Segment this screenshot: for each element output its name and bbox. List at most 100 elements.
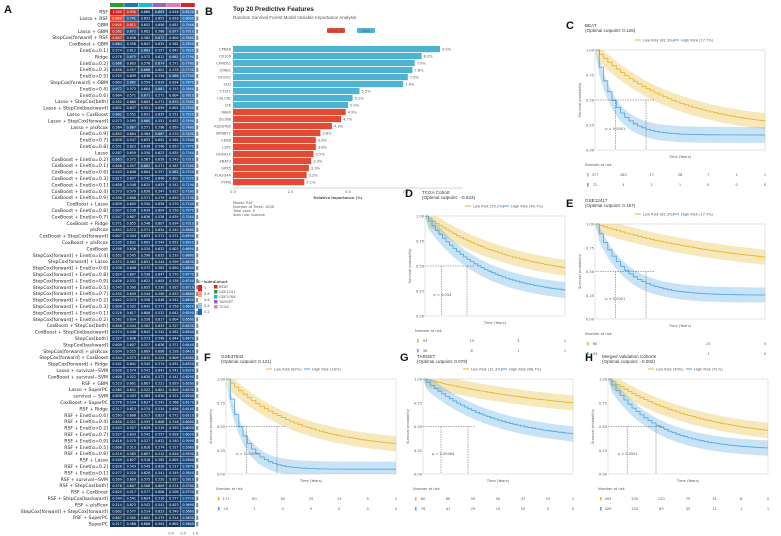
heatmap-value: 0.647	[155, 273, 164, 277]
heatmap-value: 0.7880	[182, 36, 194, 40]
heatmap-cell	[110, 233, 124, 239]
heatmap-cell	[124, 117, 138, 124]
heatmap-cell	[110, 220, 124, 227]
heatmap-cell	[166, 367, 181, 374]
heatmap-cell	[124, 277, 138, 284]
heatmap-cell	[181, 156, 195, 163]
heatmap-cell	[152, 277, 167, 284]
heatmap-cell	[138, 303, 153, 310]
row-indicator	[196, 362, 199, 367]
row-indicator	[196, 336, 199, 341]
heatmap-cell	[138, 277, 153, 284]
heatmap-cell	[181, 92, 195, 99]
risk-low-count: 1	[572, 497, 574, 501]
heatmap-value: 0.541	[141, 369, 150, 373]
heatmap-cell	[124, 21, 138, 28]
heatmap-cell	[138, 354, 153, 361]
bar-value-label: 7.8%	[414, 69, 424, 73]
bar-value-label: 4.9%	[348, 111, 358, 115]
y-tick: 0.25	[217, 449, 225, 453]
low-risk-curve	[226, 378, 397, 444]
heatmap-value: 0.543	[127, 465, 136, 469]
heatmap-cell	[138, 239, 153, 246]
model-label: Enet[α=0.1]	[80, 48, 108, 54]
heatmap-cell	[152, 405, 167, 412]
heatmap-value: 0.6590	[182, 311, 194, 315]
heatmap-cell	[152, 233, 167, 239]
heatmap-value: 0.666	[112, 61, 121, 65]
bar-category-label: ZG16B	[219, 118, 232, 122]
model-label: RSF + Enet[α=0.6]	[64, 413, 108, 419]
heatmap-cell	[166, 290, 181, 297]
heatmap-value: 0.633	[169, 292, 178, 296]
heatmap-cell	[181, 105, 195, 111]
y-tick: 0.00	[416, 315, 425, 319]
heatmap-value: 0.607	[112, 234, 121, 238]
risk-low-count: 55	[471, 497, 476, 501]
heatmap-value: 0.662	[127, 81, 136, 85]
heatmap-cell	[124, 34, 138, 41]
heatmap-value: 0.605	[127, 202, 136, 206]
heatmap-value: 0.647	[141, 42, 150, 46]
cohort-header-2	[138, 3, 153, 7]
risk-table-title: Number at risk	[598, 487, 626, 491]
heatmap-cell	[181, 111, 195, 118]
heatmap-cell	[181, 15, 195, 22]
bar-value-label: 7.4%	[405, 83, 415, 87]
model-label: CoxBoost + Enet[α=0.7]	[51, 214, 108, 220]
y-tick: 0.00	[586, 318, 595, 322]
heatmap-value: 0.616	[141, 445, 150, 449]
heatmap-value: 0.554	[141, 81, 150, 85]
heatmap-value: 0.632	[141, 356, 150, 360]
heatmap-cell	[124, 181, 138, 188]
heatmap-value: 0.550	[141, 202, 150, 206]
heatmap-cell	[138, 117, 153, 124]
row-indicator	[196, 54, 199, 60]
heatmap-cell	[138, 233, 153, 239]
heatmap-cell	[110, 111, 124, 118]
risk-high-count: 41	[446, 507, 451, 511]
risk-high-count: 520	[605, 507, 613, 511]
heatmap-cell	[124, 201, 138, 207]
heatmap-cell	[110, 335, 124, 342]
heatmap-cell	[110, 98, 124, 105]
heatmap-cell	[138, 213, 153, 220]
heatmap-cell	[124, 60, 138, 67]
bar-category-label: LTK	[225, 104, 232, 108]
heatmap-cell	[181, 124, 195, 131]
risk-low-count: 25	[309, 497, 314, 501]
heatmap-cell	[124, 156, 138, 163]
heatmap-value: 0.520	[127, 471, 136, 475]
risk-high-count: 72	[593, 183, 598, 187]
panel-b-letter: B	[205, 6, 213, 18]
heatmap-cell	[110, 418, 124, 425]
heatmap-value: 0.623	[127, 407, 136, 411]
heatmap-value: 0.630	[155, 394, 164, 398]
legend-label: Medium	[329, 29, 344, 33]
heatmap-value: 0.519	[112, 452, 121, 456]
heatmap-cell	[124, 271, 138, 278]
heatmap-cell	[124, 418, 138, 425]
heatmap-value: 0.544	[127, 234, 136, 238]
heatmap-cell	[152, 412, 167, 419]
risk-high-count: 65	[659, 507, 664, 511]
legend-low-label: Low Risk (59.2%)	[473, 204, 505, 208]
heatmap-cell	[152, 508, 167, 515]
bar-cd109	[233, 53, 422, 60]
heatmap-value: 0.544	[141, 292, 150, 296]
risk-low-count: 50	[496, 497, 501, 501]
heatmap-cell	[181, 271, 195, 278]
risk-low-count: 0	[767, 497, 770, 501]
heatmap-cell	[138, 66, 153, 73]
bar-ptms	[233, 179, 305, 186]
heatmap-cell	[110, 489, 124, 495]
bar-spinbt2	[233, 130, 321, 137]
heatmap-cell	[124, 303, 138, 310]
bar-value-label: 5.5%	[362, 90, 372, 94]
heatmap-value: 0.659	[155, 106, 164, 110]
heatmap-cell	[152, 457, 167, 463]
row-indicator	[196, 381, 199, 386]
heatmap-cell	[110, 188, 124, 195]
heatmap-cell	[124, 367, 138, 374]
legend-tick: 0.6	[204, 298, 210, 302]
